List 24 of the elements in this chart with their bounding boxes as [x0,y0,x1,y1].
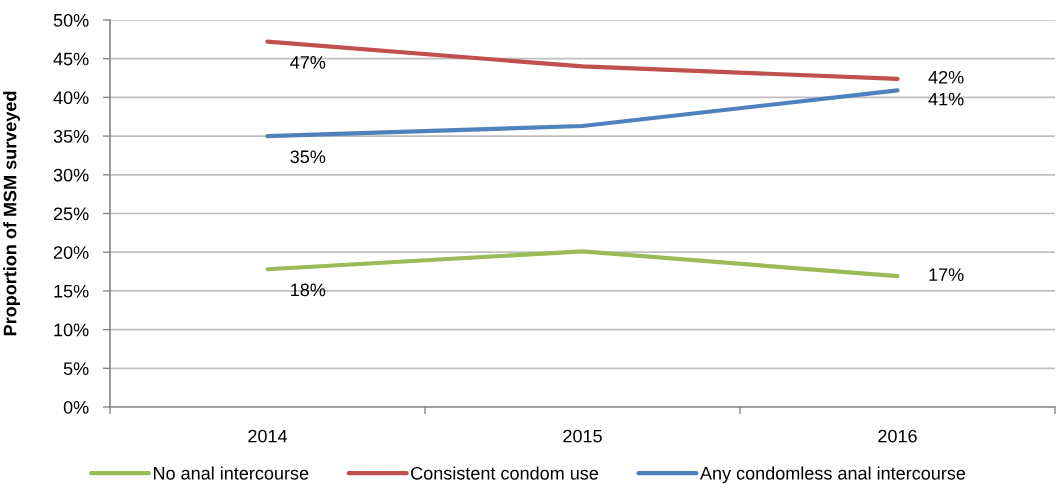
data-label: 41% [928,92,964,106]
data-label: 18% [291,283,326,297]
y-tick-label: 30% [53,168,89,182]
y-tick-label: 0% [63,400,89,414]
y-tick-label: 25% [53,207,89,221]
data-label: 42% [928,70,964,84]
y-tick-label: 50% [53,13,89,27]
y-tick-label: 10% [54,323,89,337]
y-axis-title: Proportion of MSM surveyed [3,91,20,336]
y-tick-label: 45% [53,52,89,66]
x-tick-label: 2015 [563,429,602,443]
data-label: 17% [929,268,964,281]
legend-label: Any condomless anal intercourse [699,466,966,484]
data-label: 35% [290,150,326,164]
y-tick-label: 35% [53,130,89,143]
y-tick-label: 15% [54,284,89,298]
data-label: 47% [290,56,326,69]
y-tick-label: 20% [53,246,89,259]
x-tick-label: 2014 [248,429,288,443]
legend-label: No anal intercourse [153,466,309,480]
y-tick-label: 5% [63,362,89,376]
x-tick-label: 2016 [878,429,917,443]
y-tick-label: 40% [53,91,89,105]
legend-label: Consistent condom use [411,466,599,480]
